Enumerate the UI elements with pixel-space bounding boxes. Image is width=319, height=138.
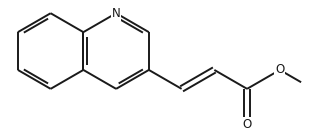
Text: O: O [242,118,252,131]
Text: N: N [112,7,121,20]
Text: O: O [275,63,285,76]
